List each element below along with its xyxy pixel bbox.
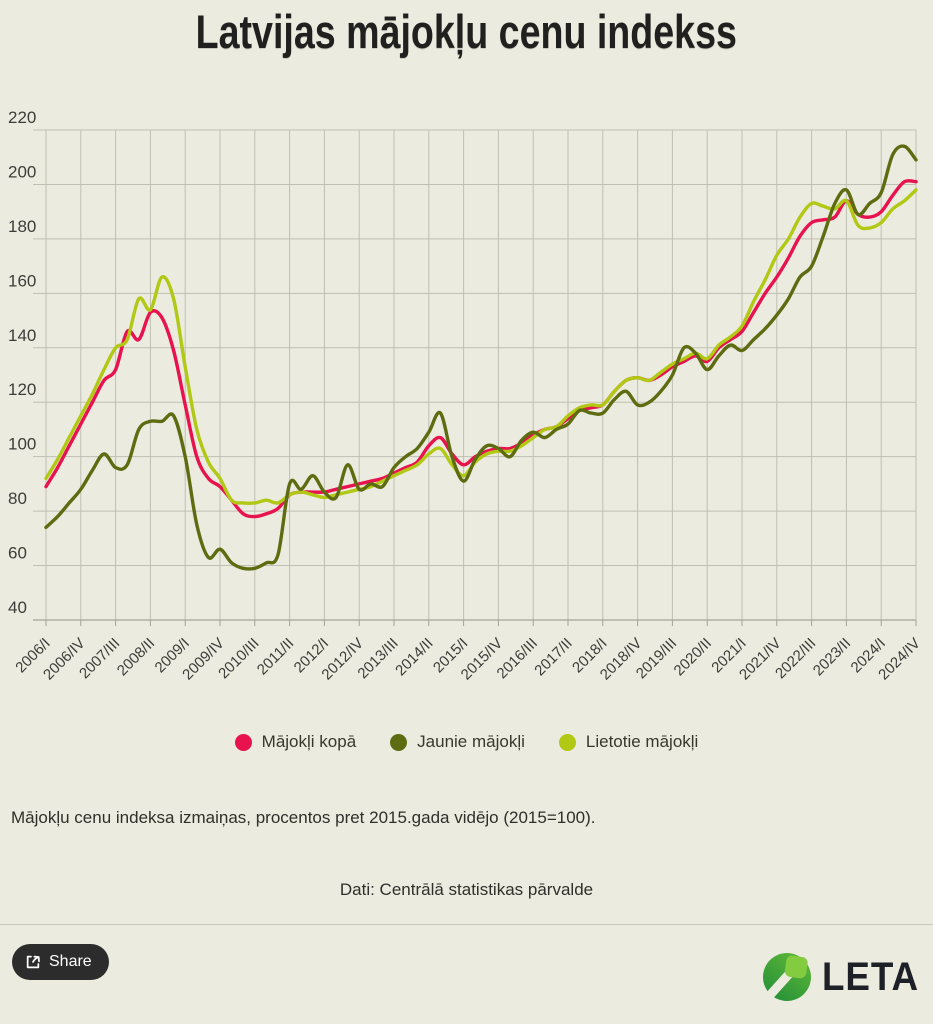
x-axis-label: 2008/II — [114, 635, 158, 679]
legend-label: Lietotie mājokļi — [585, 732, 699, 751]
legend-item-2: Lietotie mājokļi — [558, 732, 699, 752]
x-axis-label: 2023/II — [810, 635, 854, 679]
chart-description: Mājokļu cenu indeksa izmaiņas, procentos… — [11, 808, 596, 827]
legend-item-1: Jaunie mājokļi — [390, 732, 525, 752]
y-axis-label: 180 — [8, 217, 36, 236]
leta-logo-text: LETA — [821, 954, 919, 999]
y-axis-label: 140 — [8, 326, 36, 345]
legend-dot-icon — [558, 733, 576, 751]
y-axis-label: 220 — [8, 108, 36, 127]
leta-logo[interactable]: LETA — [760, 950, 927, 1004]
legend-label: Jaunie mājokļi — [417, 732, 525, 751]
series-line-0 — [44, 179, 918, 519]
series-line-1 — [44, 144, 918, 571]
legend-dot-icon — [234, 733, 252, 751]
x-axis-label: 2014/II — [392, 635, 436, 679]
title-wrap: Latvijas mājokļu cenu indekss — [0, 4, 933, 59]
y-axis-label: 160 — [8, 271, 36, 290]
y-axis-label: 80 — [8, 489, 27, 508]
share-button[interactable]: Share — [12, 944, 109, 980]
line-chart: 2006/I2006/IV2007/III2008/II2009/I2009/I… — [8, 108, 924, 683]
legend-item-0: Mājokļi kopā — [234, 732, 357, 752]
share-icon — [25, 954, 41, 970]
y-axis-label: 100 — [8, 435, 36, 454]
data-source: Dati: Centrālā statistikas pārvalde — [339, 880, 594, 899]
series-line-2 — [44, 188, 918, 505]
x-axis-label: 2011/II — [254, 635, 298, 679]
footer-divider — [0, 924, 933, 925]
y-axis-label: 60 — [8, 544, 27, 563]
chart-legend: Mājokļi kopā Jaunie mājokļi Lietotie mājok… — [0, 732, 933, 752]
leta-leaf-icon — [760, 950, 814, 1004]
y-axis-label: 200 — [8, 162, 36, 181]
chart-title: Latvijas mājokļu cenu indekss — [195, 5, 738, 58]
y-axis-label: 40 — [8, 598, 27, 617]
y-axis-label: 120 — [8, 380, 36, 399]
x-axis-label: 2017/II — [531, 635, 575, 679]
share-button-label: Share — [49, 953, 92, 970]
x-axis-label: 2020/II — [671, 635, 715, 679]
legend-label: Mājokļi kopā — [261, 732, 357, 751]
legend-dot-icon — [390, 733, 408, 751]
